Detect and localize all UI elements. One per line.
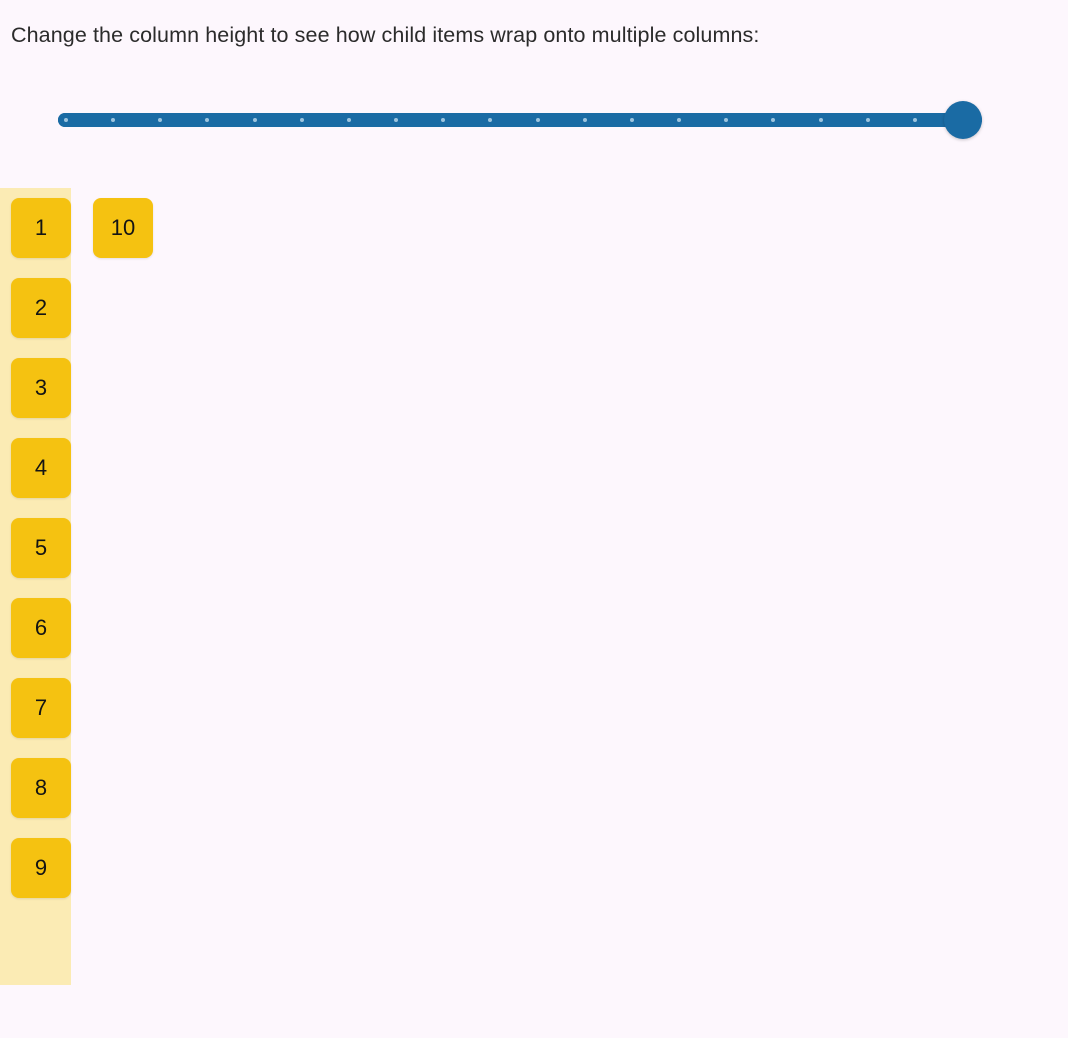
slider-thumb[interactable] <box>944 101 982 139</box>
slider-tick-7 <box>394 118 399 122</box>
slider-tick-6 <box>346 118 351 122</box>
slider-tick-17 <box>865 118 870 122</box>
column-item: 5 <box>11 518 71 578</box>
slider-tick-4 <box>252 118 257 122</box>
column-item: 6 <box>11 598 71 658</box>
slider-tick-5 <box>299 118 304 122</box>
column-item: 3 <box>11 358 71 418</box>
wrapping-column-container: 1 2 3 4 5 6 7 8 9 10 <box>0 188 153 985</box>
slider-fill <box>58 113 982 127</box>
slider-tick-8 <box>441 118 446 122</box>
slider-tick-11 <box>582 118 587 122</box>
column-item: 8 <box>11 758 71 818</box>
slider-tick-13 <box>677 118 682 122</box>
slider-tick-14 <box>724 118 729 122</box>
slider-tick-2 <box>158 118 163 122</box>
column-item: 7 <box>11 678 71 738</box>
slider-tick-15 <box>771 118 776 122</box>
column-item: 1 <box>11 198 71 258</box>
slider-tick-0 <box>64 118 68 122</box>
slider-tick-3 <box>205 118 210 122</box>
column-item: 10 <box>93 198 153 258</box>
column-height-slider[interactable] <box>58 101 982 139</box>
slider-tick-9 <box>488 118 493 122</box>
column-item: 2 <box>11 278 71 338</box>
intro-text: Change the column height to see how chil… <box>11 23 760 47</box>
slider-tick-16 <box>818 118 823 122</box>
slider-tick-marks <box>58 113 982 127</box>
column-item: 9 <box>11 838 71 898</box>
slider-tick-10 <box>535 118 540 122</box>
slider-tick-18 <box>912 118 917 122</box>
column-item: 4 <box>11 438 71 498</box>
slider-tick-1 <box>111 118 116 122</box>
slider-tick-12 <box>629 118 634 122</box>
